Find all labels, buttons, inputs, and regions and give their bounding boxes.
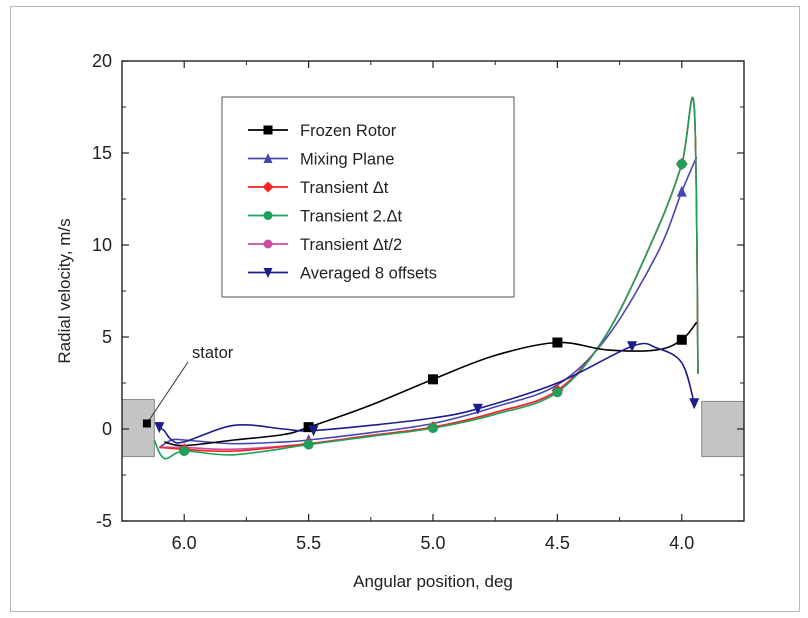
x-tick-label: 6.0 xyxy=(172,533,197,553)
series-point-0 xyxy=(303,422,314,433)
y-tick-label: 20 xyxy=(92,51,112,71)
series-point-5 xyxy=(689,398,700,410)
stator-regions xyxy=(121,399,745,458)
x-tick-label: 5.5 xyxy=(296,533,321,553)
legend-label-4: Transient Δt/2 xyxy=(300,236,402,254)
series-point-5 xyxy=(154,422,165,434)
series-point-3 xyxy=(303,439,314,450)
y-tick-label: 10 xyxy=(92,235,112,255)
series-point-3 xyxy=(179,446,190,457)
legend-label-0: Frozen Rotor xyxy=(300,122,397,140)
axis-ticks: -5 0 5 10 15 20 6.0 5.5 5.0 4.5 4.0 xyxy=(92,51,744,553)
x-axis-title: Angular position, deg xyxy=(353,572,513,591)
series-line-5 xyxy=(158,342,695,444)
legend-label-1: Mixing Plane xyxy=(300,151,394,169)
stator-region-1 xyxy=(121,399,155,458)
series-point-5 xyxy=(627,341,638,353)
y-tick-label: -5 xyxy=(96,511,112,531)
x-tick-label: 5.0 xyxy=(420,533,445,553)
legend-label-2: Transient Δt xyxy=(300,179,389,197)
x-tick-label: 4.0 xyxy=(669,533,694,553)
series-point-3 xyxy=(552,387,563,398)
series-point-0 xyxy=(428,374,438,385)
legend-marker-5 xyxy=(263,268,273,278)
series-point-3 xyxy=(428,423,438,434)
y-tick-label: 0 xyxy=(102,419,112,439)
legend-marker-1 xyxy=(263,153,273,163)
stator-annotation: stator xyxy=(142,344,234,428)
series-point-0 xyxy=(676,334,687,345)
series-point-5 xyxy=(472,403,483,415)
y-axis-title: Radial velocity, m/s xyxy=(55,218,74,363)
legend-label-5: Averaged 8 offsets xyxy=(300,265,437,283)
series-point-0 xyxy=(552,337,563,348)
annotation-label: stator xyxy=(192,344,234,362)
marker-layer xyxy=(154,158,700,457)
legend-marker-2 xyxy=(262,181,274,193)
legend: Frozen Rotor Mixing Plane Transient Δt Tran… xyxy=(221,96,515,298)
stator-region-2 xyxy=(701,400,745,458)
legend-marker-4 xyxy=(263,239,273,249)
legend-marker-3 xyxy=(263,211,273,220)
series-line-1 xyxy=(158,156,698,449)
legend-marker-0 xyxy=(263,125,273,135)
series-point-5 xyxy=(308,425,319,437)
legend-label-3: Transient 2.Δt xyxy=(300,208,403,226)
annotation-leader-line xyxy=(148,361,189,421)
series-point-3 xyxy=(676,159,687,170)
x-tick-label: 4.5 xyxy=(545,533,570,553)
y-tick-label: 5 xyxy=(102,327,112,347)
y-tick-label: 15 xyxy=(92,143,112,163)
series-point-1 xyxy=(676,185,687,197)
annotation-point xyxy=(142,419,151,428)
series-line-3 xyxy=(153,96,699,460)
